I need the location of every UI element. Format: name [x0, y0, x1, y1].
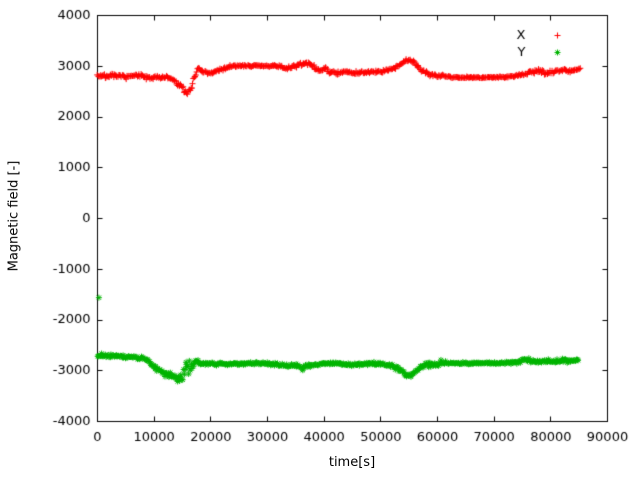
plot-canvas [0, 0, 640, 480]
chart-figure: Magnetic field [-] time[s] [0, 0, 640, 480]
